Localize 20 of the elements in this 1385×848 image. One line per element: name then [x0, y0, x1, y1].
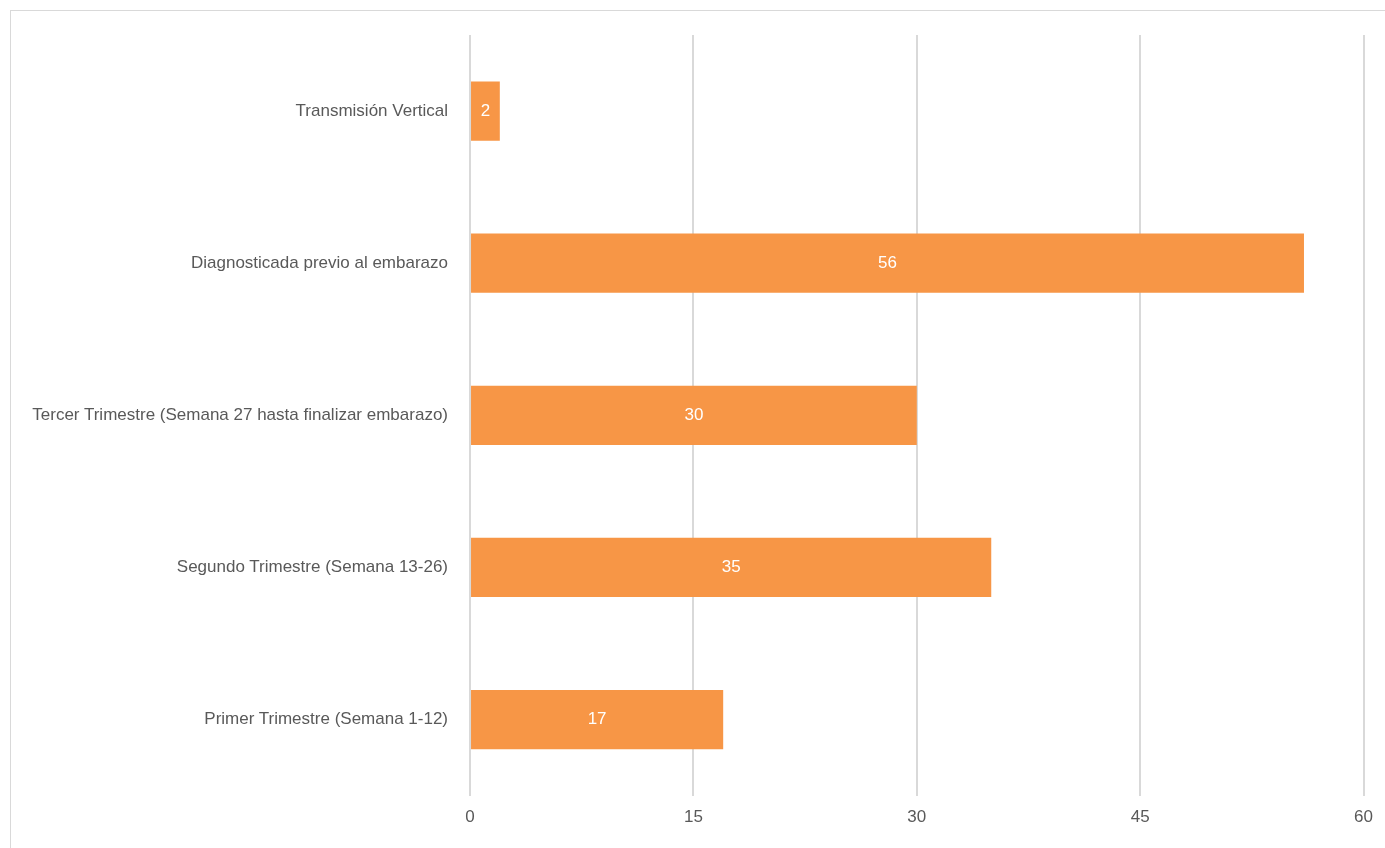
bar — [471, 81, 500, 141]
y-tick-label: Tercer Trimestre (Semana 27 hasta finalizar embarazo) — [32, 404, 449, 424]
y-tick-label: Primer Trimestre (Semana 1-12) — [204, 709, 449, 729]
x-tick-label: 0 — [465, 807, 475, 827]
data-label: 35 — [721, 557, 741, 577]
y-tick-label: Transmisión Vertical — [295, 100, 449, 120]
data-label: 30 — [684, 404, 704, 424]
x-tick-label: 15 — [683, 807, 703, 827]
bar — [471, 385, 917, 445]
data-label: 2 — [480, 100, 491, 120]
bar — [471, 233, 1304, 293]
x-tick-label: 45 — [1130, 807, 1150, 827]
x-tick-label: 60 — [1354, 807, 1374, 827]
bar — [471, 537, 992, 598]
y-tick-label: Diagnosticada previo al embarazo — [190, 252, 449, 272]
y-tick-label: Segundo Trimestre (Semana 13-26) — [176, 557, 449, 577]
x-tick-label: 30 — [907, 807, 927, 827]
bar — [471, 689, 724, 750]
data-label: 56 — [878, 252, 897, 272]
data-label: 17 — [587, 709, 607, 729]
